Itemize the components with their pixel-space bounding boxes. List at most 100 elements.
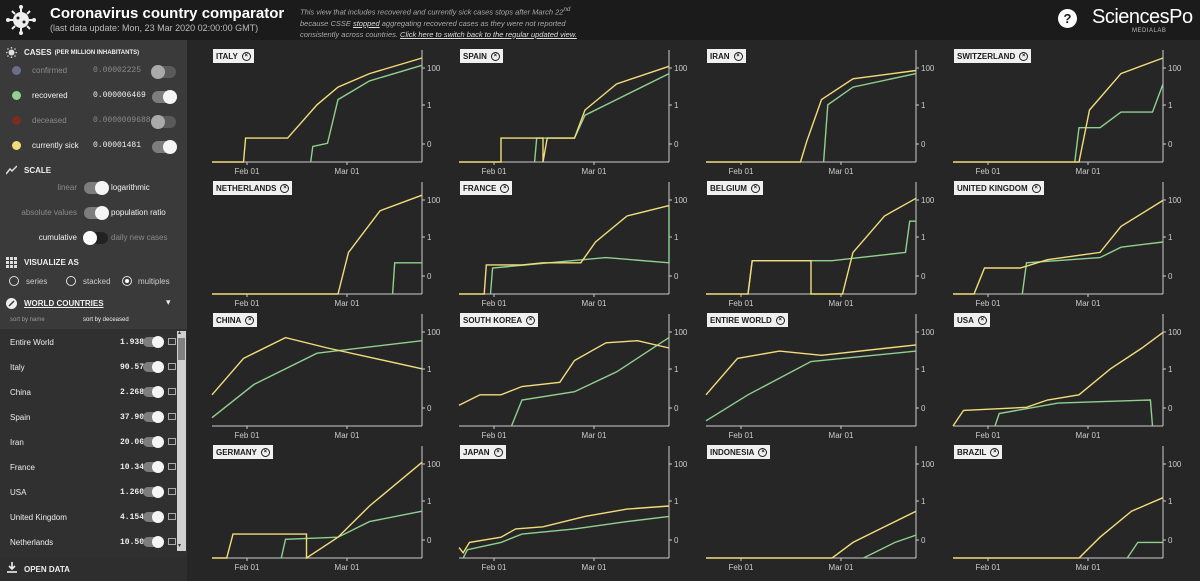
country-toggle[interactable] [143,486,164,498]
close-icon[interactable]: × [990,447,1000,457]
close-icon[interactable]: × [758,447,768,457]
close-icon[interactable]: × [500,183,510,193]
country-row[interactable]: USA 1.260 [0,479,176,504]
case-toggle[interactable] [151,65,176,79]
close-icon[interactable]: × [1031,183,1041,193]
country-toggle[interactable] [143,436,164,448]
case-row-recovered[interactable]: recovered 0.000006469 [0,86,187,106]
country-chart-icon[interactable] [168,388,176,395]
x-tick-label: Mar 01 [335,563,360,572]
sciencespo-logo[interactable]: SciencesPo [1092,6,1193,28]
vis-series-radio[interactable] [9,276,19,286]
country-chart-icon[interactable] [168,338,176,345]
scale-toggle[interactable] [84,181,109,195]
country-chart-icon[interactable] [168,363,176,370]
open-data-button[interactable]: OPEN DATA [0,557,187,581]
country-row[interactable]: Netherlands 10.50 [0,529,176,554]
country-toggle[interactable] [143,361,164,373]
case-row-confirmed[interactable]: confirmed 0.00002225 [0,61,187,81]
values-toggle[interactable] [84,206,109,220]
vis-multiples-radio[interactable] [122,276,132,286]
panel-title-tag[interactable]: IRAN × [707,49,746,63]
panel-title-tag[interactable]: ENTIRE WORLD × [707,313,788,327]
country-row[interactable]: Entire World 1.938 [0,329,176,354]
country-toggle[interactable] [143,336,164,348]
close-icon[interactable]: × [241,51,251,61]
cumulative-label[interactable]: cumulative [38,233,77,242]
country-list-scrollbar[interactable]: ▴ ▾ [177,330,186,551]
close-icon[interactable]: × [280,183,290,193]
panel-title-tag[interactable]: FRANCE × [460,181,513,195]
scroll-down-icon[interactable]: ▾ [178,543,182,549]
case-row-currently-sick[interactable]: currently sick 0.00001481 [0,136,187,156]
close-icon[interactable]: × [750,183,760,193]
case-value: 0.00002225 [93,66,142,75]
close-icon[interactable]: × [245,315,255,325]
country-row[interactable]: Iran 20.06 [0,429,176,454]
recovered-series-line [747,220,916,295]
country-row[interactable]: United Kingdom 4.154 [0,504,176,529]
panel-title-tag[interactable]: ITALY × [213,49,254,63]
close-icon[interactable]: × [526,315,536,325]
scale-log-label[interactable]: logarithmic [111,183,150,192]
switch-view-link[interactable]: Click here to switch back to the regular… [400,29,577,39]
country-toggle[interactable] [143,411,164,423]
close-icon[interactable]: × [733,51,743,61]
country-chart-icon[interactable] [168,538,176,545]
country-chart-icon[interactable] [168,463,176,470]
panel-title-tag[interactable]: JAPAN × [460,445,506,459]
country-chart-icon[interactable] [168,513,176,520]
panel-title-tag[interactable]: BELGIUM × [707,181,763,195]
cumulative-toggle[interactable] [83,231,108,245]
vis-stacked-radio[interactable] [66,276,76,286]
panel-title-tag[interactable]: NETHERLANDS × [213,181,293,195]
country-chart-icon[interactable] [168,413,176,420]
country-name: Netherlands [10,538,54,547]
vis-multiples-label[interactable]: multiples [138,277,170,286]
close-icon[interactable]: × [493,447,503,457]
chevron-down-icon: ▾ [166,297,171,307]
country-chart-icon[interactable] [168,488,176,495]
close-icon[interactable]: × [260,447,270,457]
panel-title-tag[interactable]: UNITED KINGDOM × [954,181,1044,195]
absolute-values-label[interactable]: absolute values [21,208,77,217]
panel-title-tag[interactable]: SPAIN × [460,49,503,63]
case-row-deceased[interactable]: deceased 0.0000009688 [0,111,187,131]
country-row[interactable]: Spain 37.90 [0,404,176,429]
country-toggle[interactable] [143,511,164,523]
scrollbar-thumb[interactable] [178,338,185,360]
world-countries-header[interactable]: WORLD COUNTRIES ▾ [0,295,187,313]
y-tick-label: 100 [921,196,935,205]
sort-by-name[interactable]: sort by name [10,317,45,323]
population-ratio-label[interactable]: population ratio [111,208,166,217]
vis-series-label[interactable]: series [26,277,48,286]
scale-linear-label[interactable]: linear [57,183,77,192]
country-toggle[interactable] [143,461,164,473]
scroll-up-icon[interactable]: ▴ [178,330,182,336]
vis-stacked-label[interactable]: stacked [83,277,111,286]
country-row[interactable]: Italy 90.57 [0,354,176,379]
panel-title-tag[interactable]: BRAZIL × [954,445,1003,459]
close-icon[interactable]: × [775,315,785,325]
help-button[interactable]: ? [1058,9,1077,28]
stopped-link[interactable]: stopped [352,18,380,28]
country-row[interactable]: China 2.268 [0,379,176,404]
close-icon[interactable]: × [977,315,987,325]
panel-title-tag[interactable]: INDONESIA × [707,445,771,459]
close-icon[interactable]: × [1019,51,1029,61]
panel-title-tag[interactable]: SWITZERLAND × [954,49,1032,63]
panel-title-tag[interactable]: CHINA × [213,313,258,327]
panel-title-tag[interactable]: USA × [954,313,990,327]
country-toggle[interactable] [143,536,164,548]
case-toggle[interactable] [152,140,177,154]
country-toggle[interactable] [143,386,164,398]
case-toggle[interactable] [151,115,176,129]
case-toggle[interactable] [152,90,177,104]
close-icon[interactable]: × [490,51,500,61]
sort-by-deceased[interactable]: sort by deceased [83,317,129,323]
panel-title-tag[interactable]: SOUTH KOREA × [460,313,539,327]
daily-new-cases-label[interactable]: daily new cases [111,233,168,242]
country-row[interactable]: France 10.34 [0,454,176,479]
panel-title-tag[interactable]: GERMANY × [213,445,273,459]
country-chart-icon[interactable] [168,438,176,445]
